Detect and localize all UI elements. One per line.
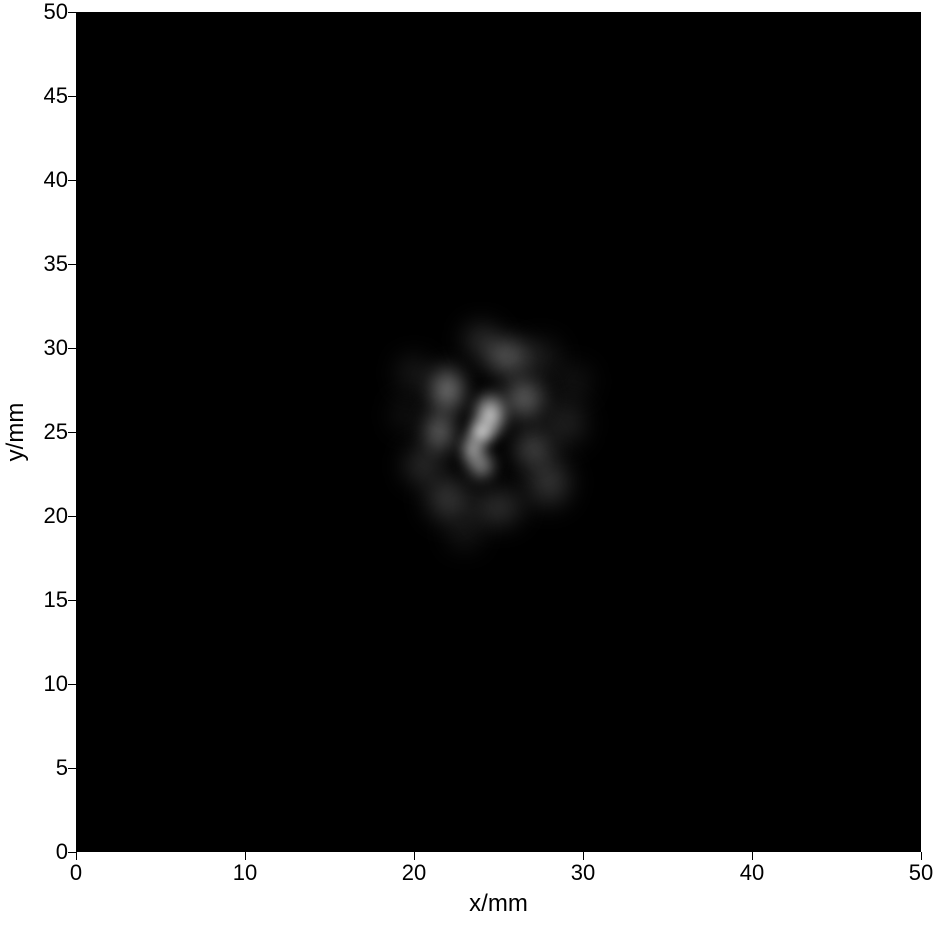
- y-tick-mark: [68, 264, 76, 265]
- y-tick-mark: [68, 96, 76, 97]
- y-tick-label: 45: [44, 83, 68, 109]
- y-tick-label: 0: [56, 839, 68, 865]
- x-tick-mark: [921, 852, 922, 860]
- y-tick-label: 35: [44, 251, 68, 277]
- y-tick-label: 30: [44, 335, 68, 361]
- y-tick-mark: [68, 768, 76, 769]
- x-tick-label: 0: [70, 860, 82, 886]
- y-tick-label: 20: [44, 503, 68, 529]
- y-tick-mark: [68, 600, 76, 601]
- y-tick-label: 50: [44, 0, 68, 25]
- intensity-blob: [554, 361, 595, 401]
- y-tick-mark: [68, 348, 76, 349]
- x-tick-mark: [76, 852, 77, 860]
- intensity-blob: [542, 397, 589, 451]
- intensity-blob: [522, 452, 576, 512]
- x-tick-label: 20: [402, 860, 426, 886]
- intensity-blob: [399, 442, 446, 489]
- x-tick-label: 40: [740, 860, 764, 886]
- y-tick-mark: [68, 684, 76, 685]
- y-tick-label: 15: [44, 587, 68, 613]
- y-tick-label: 25: [44, 419, 68, 445]
- y-tick-mark: [68, 852, 76, 853]
- x-tick-label: 30: [571, 860, 595, 886]
- y-axis-label: y/mm: [2, 403, 30, 462]
- figure: 0 10 20 30 40 50 0 5 10 15 20 25 30 35 40 45 50 x/mm y/…: [0, 0, 937, 930]
- x-tick-mark: [414, 852, 415, 860]
- plot-area: [76, 12, 921, 852]
- intensity-blob: [444, 513, 485, 553]
- x-axis-label: x/mm: [469, 890, 528, 918]
- y-tick-label: 10: [44, 671, 68, 697]
- y-tick-label: 5: [56, 755, 68, 781]
- y-tick-mark: [68, 180, 76, 181]
- x-tick-label: 50: [909, 860, 933, 886]
- x-tick-mark: [752, 852, 753, 860]
- y-tick-mark: [68, 432, 76, 433]
- x-tick-mark: [245, 852, 246, 860]
- intensity-blob: [389, 395, 423, 435]
- intensity-blob: [465, 449, 499, 483]
- intensity-blob: [458, 319, 505, 359]
- y-tick-mark: [68, 12, 76, 13]
- x-tick-mark: [583, 852, 584, 860]
- y-tick-mark: [68, 516, 76, 517]
- y-tick-label: 40: [44, 167, 68, 193]
- x-tick-label: 10: [233, 860, 257, 886]
